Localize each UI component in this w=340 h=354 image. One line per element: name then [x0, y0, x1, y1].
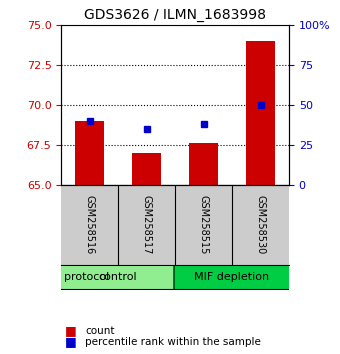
Bar [189, 143, 218, 185]
Text: GSM258515: GSM258515 [199, 195, 208, 255]
Bar [75, 121, 104, 185]
Text: ■: ■ [65, 335, 76, 348]
Text: GSM258516: GSM258516 [85, 195, 95, 254]
Text: ■: ■ [65, 325, 76, 337]
Title: GDS3626 / ILMN_1683998: GDS3626 / ILMN_1683998 [84, 8, 266, 22]
Text: GSM258530: GSM258530 [256, 195, 266, 254]
Text: percentile rank within the sample: percentile rank within the sample [85, 337, 261, 347]
Text: GSM258517: GSM258517 [142, 195, 152, 255]
Text: control: control [99, 273, 137, 282]
Text: count: count [85, 326, 115, 336]
FancyBboxPatch shape [60, 266, 176, 290]
Bar [132, 153, 161, 185]
Bar [246, 41, 275, 185]
Text: MIF depletion: MIF depletion [194, 273, 270, 282]
Text: protocol: protocol [64, 273, 109, 282]
FancyBboxPatch shape [174, 266, 290, 290]
